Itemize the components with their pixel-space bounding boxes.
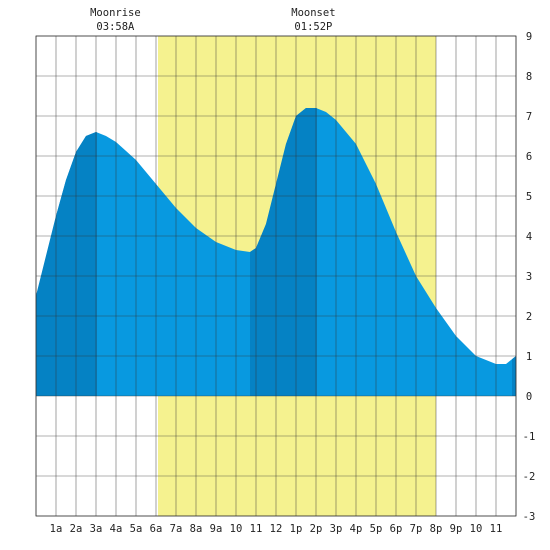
x-tick-label: 10 xyxy=(230,523,243,535)
x-tick-label: 3a xyxy=(90,523,103,535)
x-tick-label: 5a xyxy=(130,523,143,535)
x-tick-label: 4a xyxy=(110,523,123,535)
x-tick-label: 7a xyxy=(170,523,183,535)
x-tick-label: 1a xyxy=(50,523,63,535)
x-tick-label: 2a xyxy=(70,523,83,535)
y-tick-label: 6 xyxy=(526,151,532,163)
x-tick-label: 5p xyxy=(370,523,383,535)
x-tick-label: 3p xyxy=(330,523,343,535)
moonset-time: 01:52P xyxy=(294,21,332,33)
y-tick-label: 9 xyxy=(526,31,532,43)
moonset-label: Moonset xyxy=(291,7,335,19)
plot-frame xyxy=(35,35,517,517)
x-tick-label: 8p xyxy=(430,523,443,535)
x-tick-label: 6p xyxy=(390,523,403,535)
y-tick-label: 5 xyxy=(526,191,532,203)
x-tick-label: 8a xyxy=(190,523,203,535)
y-tick-label: 8 xyxy=(526,71,532,83)
y-tick-label: 2 xyxy=(526,311,532,323)
x-tick-label: 11 xyxy=(490,523,503,535)
y-tick-label: 7 xyxy=(526,111,532,123)
y-tick-label: 4 xyxy=(526,231,532,243)
y-tick-label: 3 xyxy=(526,271,532,283)
x-tick-label: 1p xyxy=(290,523,303,535)
x-tick-label: 7p xyxy=(410,523,423,535)
x-tick-label: 9a xyxy=(210,523,223,535)
x-tick-label: 6a xyxy=(150,523,163,535)
y-tick-label: 1 xyxy=(526,351,532,363)
y-tick-label: -2 xyxy=(523,471,536,483)
moonrise-time: 03:58A xyxy=(96,21,135,33)
x-tick-label: 10 xyxy=(470,523,483,535)
y-tick-label: -3 xyxy=(523,511,536,523)
y-tick-label: -1 xyxy=(523,431,536,443)
x-tick-label: 12 xyxy=(270,523,283,535)
y-tick-label: 0 xyxy=(526,391,532,403)
x-tick-label: 4p xyxy=(350,523,363,535)
x-tick-label: 2p xyxy=(310,523,323,535)
moonrise-label: Moonrise xyxy=(90,7,141,19)
x-tick-label: 9p xyxy=(450,523,463,535)
x-tick-label: 11 xyxy=(250,523,263,535)
